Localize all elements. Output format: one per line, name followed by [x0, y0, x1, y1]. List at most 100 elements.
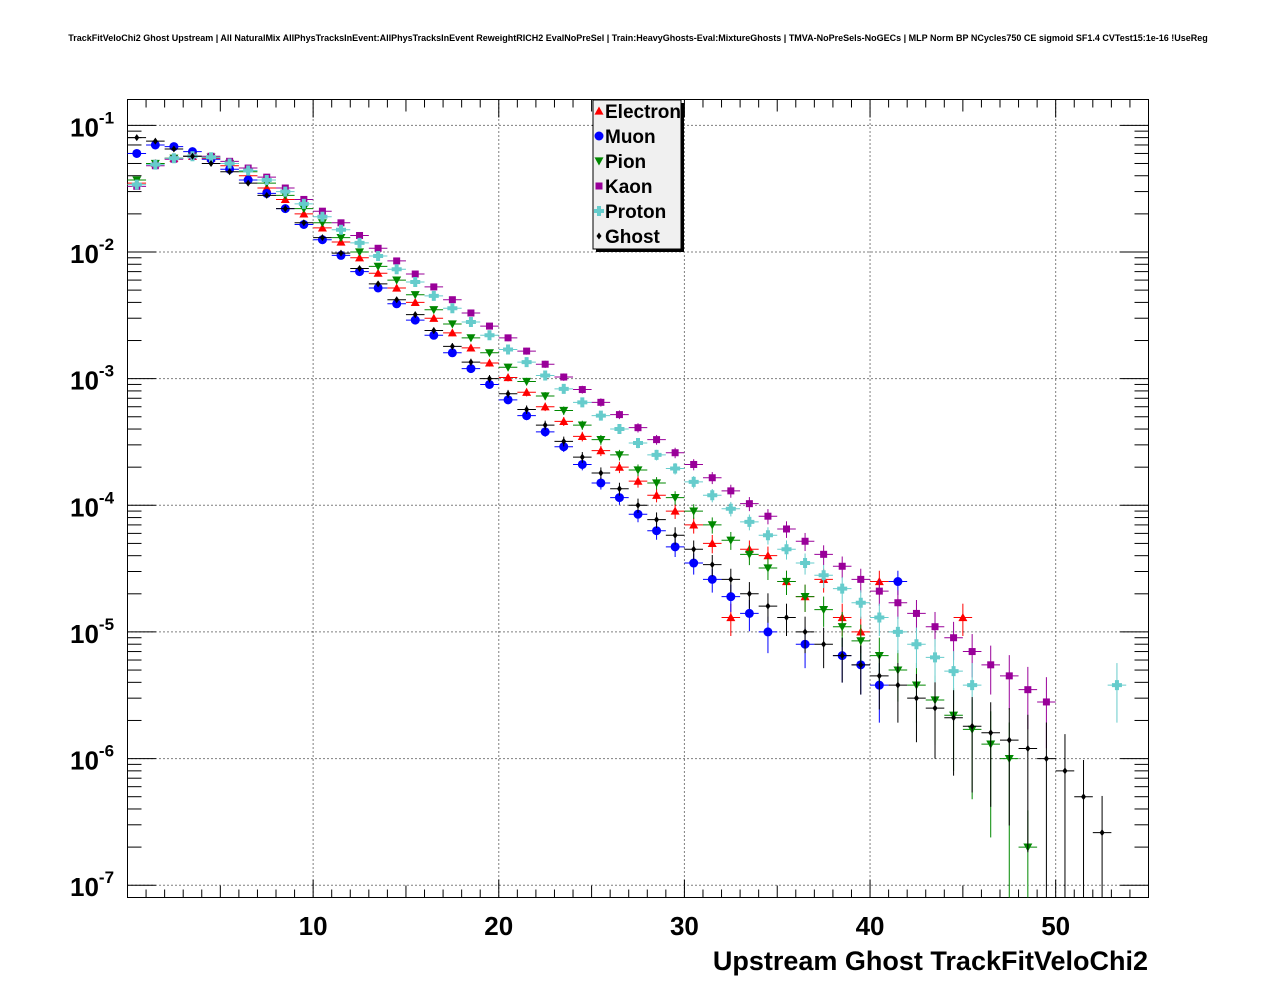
data-point	[895, 681, 901, 689]
data-point	[856, 637, 866, 646]
data-point	[967, 680, 978, 691]
data-point	[818, 570, 829, 581]
data-point	[633, 509, 643, 519]
data-point	[336, 233, 346, 243]
data-point	[894, 599, 902, 607]
data-point	[227, 168, 233, 176]
data-point	[224, 158, 235, 169]
data-point	[391, 264, 402, 275]
data-point	[652, 526, 662, 536]
data-point	[746, 590, 752, 598]
data-point	[319, 234, 325, 242]
data-point	[745, 500, 753, 508]
data-point	[206, 152, 217, 163]
data-point	[821, 640, 827, 648]
data-point	[152, 137, 158, 145]
data-point	[447, 348, 457, 358]
data-point	[375, 280, 381, 288]
data-point	[467, 309, 475, 317]
data-point	[301, 219, 307, 227]
data-point	[337, 219, 345, 227]
data-point	[707, 538, 717, 548]
data-point	[614, 462, 624, 471]
x-tick-label: 40	[856, 911, 885, 941]
data-point	[447, 303, 458, 314]
data-point	[727, 487, 735, 495]
data-point	[958, 613, 968, 622]
legend-marker	[594, 131, 604, 141]
data-point	[893, 577, 903, 587]
data-point	[577, 397, 588, 408]
data-point	[690, 460, 698, 468]
data-point	[652, 490, 662, 499]
y-tick-label: 10-7	[70, 868, 114, 902]
data-point	[950, 634, 958, 642]
data-point	[707, 521, 717, 530]
data-point	[670, 463, 681, 474]
data-point	[911, 639, 922, 650]
y-tick-exponent: -2	[99, 235, 114, 254]
data-point	[410, 315, 420, 325]
data-point	[764, 512, 772, 520]
data-point	[671, 449, 679, 457]
data-point	[1043, 755, 1049, 763]
data-point	[765, 602, 771, 610]
data-point	[429, 330, 439, 340]
data-point	[132, 148, 142, 158]
data-point	[521, 357, 532, 368]
data-point	[448, 296, 456, 304]
data-point	[784, 614, 790, 622]
y-tick-label: 10-5	[70, 615, 114, 649]
legend-marker	[594, 206, 604, 216]
data-point	[410, 276, 421, 287]
data-point	[134, 134, 140, 142]
data-point	[728, 575, 734, 583]
data-point	[560, 373, 568, 381]
data-point	[1006, 736, 1012, 744]
data-point	[598, 469, 604, 477]
data-point	[633, 466, 643, 475]
data-point	[189, 152, 195, 160]
data-point	[652, 479, 662, 488]
grid-lines	[127, 99, 1149, 898]
data-point	[522, 387, 532, 396]
data-point	[318, 207, 326, 215]
data-point	[670, 506, 680, 515]
y-tick-exponent: -6	[99, 742, 114, 761]
data-point	[373, 268, 383, 277]
data-point	[261, 175, 272, 186]
x-axis-label: Upstream Ghost TrackFitVeloChi2	[713, 946, 1148, 976]
data-point	[299, 205, 309, 214]
data-point	[820, 550, 828, 558]
data-point	[654, 516, 660, 524]
data-point	[171, 145, 177, 153]
data-point	[800, 558, 811, 569]
data-point	[857, 575, 865, 583]
data-point	[280, 186, 291, 197]
data-point	[354, 237, 365, 248]
data-point	[782, 577, 792, 587]
data-point	[614, 451, 624, 460]
data-point	[486, 375, 492, 383]
data-point	[299, 209, 309, 218]
data-point	[264, 191, 270, 199]
data-point	[504, 334, 512, 342]
data-point	[855, 597, 866, 608]
legend-marker	[596, 232, 602, 240]
data-point	[465, 317, 476, 328]
data-point	[431, 326, 437, 334]
data-point	[485, 322, 493, 330]
data-point	[357, 265, 363, 273]
data-point	[524, 406, 530, 414]
x-tick-label: 50	[1041, 911, 1070, 941]
data-point	[317, 223, 327, 232]
data-point	[987, 661, 995, 669]
data-point	[412, 311, 418, 319]
data-point	[466, 343, 476, 352]
y-tick-label: 10-6	[70, 742, 114, 776]
data-point	[577, 459, 587, 469]
data-point	[596, 478, 606, 488]
data-point	[1025, 745, 1031, 753]
data-point	[762, 530, 773, 541]
data-point	[559, 406, 569, 416]
